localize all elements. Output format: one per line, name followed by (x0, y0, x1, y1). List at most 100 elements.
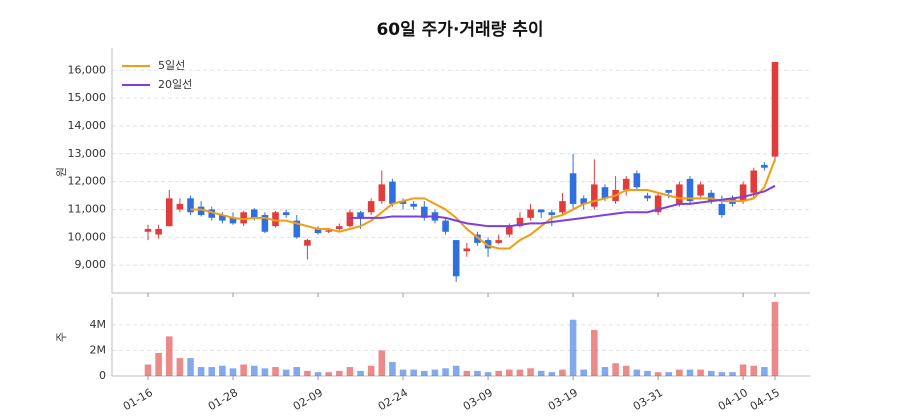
volume-bar (622, 365, 630, 376)
y-tick-label: 9,000 (75, 258, 107, 271)
volume-bar (410, 369, 417, 376)
ma-line (349, 184, 776, 228)
volume-bar (282, 369, 290, 376)
candle-body (240, 212, 247, 224)
candle-body (410, 203, 417, 207)
volume-bar (399, 369, 407, 376)
candle-body (452, 240, 460, 277)
candle-body (229, 217, 237, 224)
candle-body (187, 198, 194, 213)
volume-bar (367, 365, 375, 376)
candle-body (442, 220, 449, 232)
volume-bar (346, 367, 354, 376)
x-tick-label: 02-09 (291, 386, 325, 413)
candle-body (144, 228, 152, 232)
x-tick-label: 04-10 (716, 386, 750, 413)
volume-bar (654, 372, 662, 376)
volume-tick-label: 0 (99, 369, 106, 382)
volume-bar (612, 363, 619, 376)
volume-bar (665, 372, 673, 376)
candle-body (686, 178, 694, 202)
candle-body (739, 184, 747, 202)
candle-body (654, 195, 662, 213)
volume-bar (559, 369, 566, 376)
candle-body (463, 248, 471, 252)
x-tick-label: 01-16 (121, 386, 155, 413)
volume-bar (314, 372, 322, 376)
volume-bar (176, 358, 184, 376)
volume-bar (761, 367, 768, 376)
legend-label: 20일선 (158, 77, 192, 91)
volume-bar (697, 369, 704, 376)
volume-bar (707, 370, 715, 376)
volume-bar (165, 336, 173, 376)
chart-title: 60일 주가·거래량 추이 (376, 20, 543, 40)
candle-body (378, 184, 386, 202)
volume-bar (197, 367, 205, 376)
candle-body (771, 61, 779, 157)
volume-bar (357, 370, 364, 376)
candle-body (697, 184, 704, 196)
candle-body (537, 209, 545, 213)
volume-bar (155, 352, 162, 376)
volume-bar (676, 369, 683, 376)
volume-bar (484, 372, 492, 376)
y-tick-label: 12,000 (68, 175, 107, 188)
candle-body (346, 212, 354, 227)
candle-body (176, 203, 184, 210)
volume-bar (378, 350, 386, 376)
candle-body (208, 209, 216, 218)
x-tick-label: 03-31 (631, 386, 665, 413)
volume-bar (261, 368, 269, 376)
candle-body (165, 198, 173, 227)
candle-body (580, 198, 588, 204)
x-tick-label: 03-09 (461, 386, 495, 413)
volume-bar (537, 370, 545, 376)
volume-bar (516, 369, 524, 376)
volume-bar (431, 369, 439, 376)
volume-bar (325, 372, 332, 376)
volume-bar (452, 365, 460, 376)
volume-tick-label: 4M (90, 318, 107, 331)
volume-bar (527, 368, 534, 376)
candle-body (559, 201, 566, 213)
candle-body (272, 212, 279, 227)
candle-body (676, 184, 683, 204)
y-axis-label: 원 (55, 167, 68, 177)
volume-bar (474, 370, 481, 376)
candle-body (474, 234, 481, 243)
y-tick-label: 10,000 (68, 230, 107, 243)
volume-bar (718, 372, 726, 376)
candle-body (155, 228, 162, 235)
volume-bar (644, 370, 651, 376)
volume-tick-label: 2M (90, 343, 107, 356)
volume-bar (442, 368, 449, 376)
candle-body (527, 209, 534, 218)
candle-body (357, 212, 364, 218)
volume-bar (229, 368, 237, 376)
volume-axis-label: 주 (55, 332, 68, 342)
volume-bar (335, 370, 343, 376)
y-tick-label: 16,000 (68, 63, 107, 76)
candle-body (601, 187, 609, 199)
y-tick-label: 14,000 (68, 119, 107, 132)
candle-body (282, 212, 290, 216)
volume-bar (729, 372, 736, 376)
y-tick-label: 11,000 (68, 202, 107, 215)
candle-body (761, 164, 768, 168)
volume-bar (219, 365, 226, 376)
volume-bar (580, 369, 588, 376)
volume-bar (208, 367, 216, 376)
candle-body (250, 209, 258, 218)
volume-bar (569, 319, 577, 376)
candle-body (335, 226, 343, 229)
volume-bar (304, 370, 311, 376)
candle-body (707, 192, 715, 202)
volume-bar (633, 369, 641, 376)
candle-body (665, 189, 673, 193)
candle-body (367, 201, 375, 213)
candle-body (197, 206, 205, 216)
volume-bar (495, 370, 502, 376)
volume-bar (250, 365, 258, 376)
candle-body (644, 195, 651, 199)
